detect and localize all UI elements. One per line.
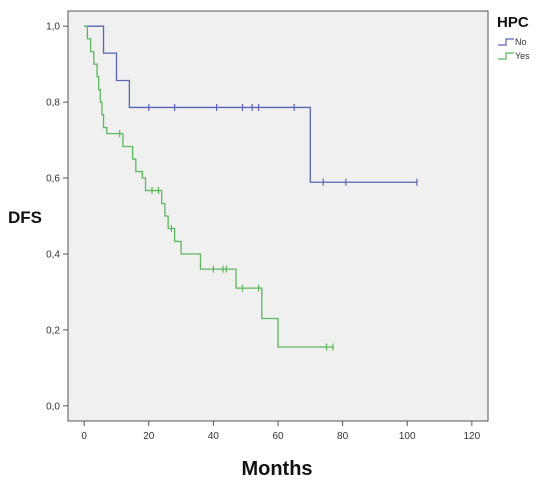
legend-swatch-yes: [498, 52, 514, 60]
series-layer: [84, 25, 418, 351]
x-tick-label: 0: [81, 431, 87, 442]
legend-title: HPC: [497, 14, 529, 31]
x-tick-label: 60: [272, 431, 284, 442]
x-axis-title: Months: [241, 458, 312, 480]
x-tick-label: 40: [208, 431, 220, 442]
legend: HPC No Yes: [497, 14, 530, 61]
x-axis: 0 20 40 60 80 100 120: [81, 421, 481, 442]
x-tick-label: 80: [337, 431, 349, 442]
y-tick-label: 0,4: [46, 249, 60, 260]
x-tick-label: 120: [464, 431, 481, 442]
y-tick-label: 0,0: [46, 401, 60, 412]
y-tick-label: 1,0: [46, 22, 60, 33]
km-curve-yes: [84, 25, 333, 348]
y-axis-title: DFS: [8, 208, 42, 227]
x-tick-label: 20: [143, 431, 155, 442]
y-tick-label: 0,2: [46, 325, 60, 336]
y-tick-label: 0,8: [46, 98, 60, 109]
y-axis: 0,0 0,2 0,4 0,6 0,8 1,0: [46, 22, 68, 412]
legend-label-yes: Yes: [515, 51, 530, 61]
y-tick-label: 0,6: [46, 174, 60, 185]
km-curve-no: [84, 25, 417, 183]
legend-label-no: No: [515, 37, 527, 47]
plot-area: [67, 10, 489, 422]
x-tick-label: 100: [399, 431, 416, 442]
legend-swatch-no: [498, 38, 514, 46]
